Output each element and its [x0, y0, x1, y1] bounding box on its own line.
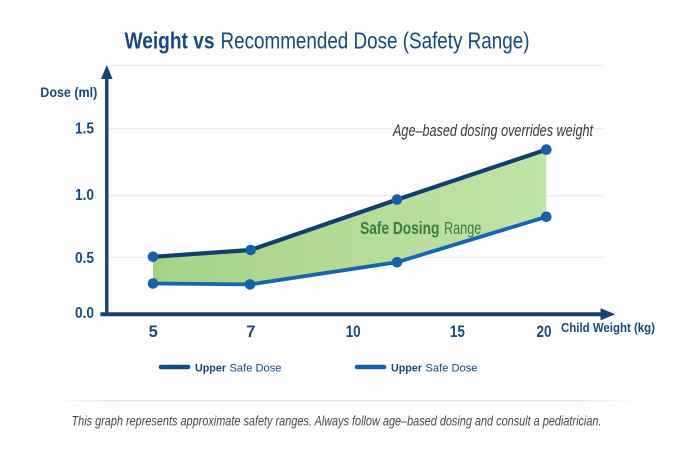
svg-text:Dose (ml): Dose (ml) — [40, 85, 97, 100]
svg-text:Upper: Upper — [195, 363, 227, 375]
svg-text:20: 20 — [537, 323, 552, 341]
svg-text:Safe Dose: Safe Dose — [426, 363, 478, 375]
svg-text:Safe Dose: Safe Dose — [230, 363, 282, 375]
svg-text:0.0: 0.0 — [75, 305, 94, 322]
svg-text:Child Weight (kg): Child Weight (kg) — [561, 321, 655, 335]
svg-text:Range: Range — [444, 218, 481, 238]
svg-text:1.0: 1.0 — [75, 187, 94, 204]
svg-text:0.5: 0.5 — [75, 250, 94, 267]
svg-text:7: 7 — [246, 323, 255, 341]
svg-text:Age–based dosing overrides wei: Age–based dosing overrides weight — [392, 122, 594, 140]
svg-text:Recommended Dose (Safety Range: Recommended Dose (Safety Range) — [221, 28, 530, 54]
svg-text:Upper: Upper — [391, 363, 423, 375]
svg-text:This graph represents approxim: This graph represents approximate safety… — [72, 412, 602, 428]
svg-text:Weight vs: Weight vs — [125, 28, 215, 54]
svg-text:Safe Dosing: Safe Dosing — [360, 218, 439, 238]
svg-text:5: 5 — [149, 323, 158, 341]
svg-text:1.5: 1.5 — [75, 121, 94, 138]
svg-text:10: 10 — [346, 323, 361, 341]
svg-text:15: 15 — [450, 323, 465, 341]
